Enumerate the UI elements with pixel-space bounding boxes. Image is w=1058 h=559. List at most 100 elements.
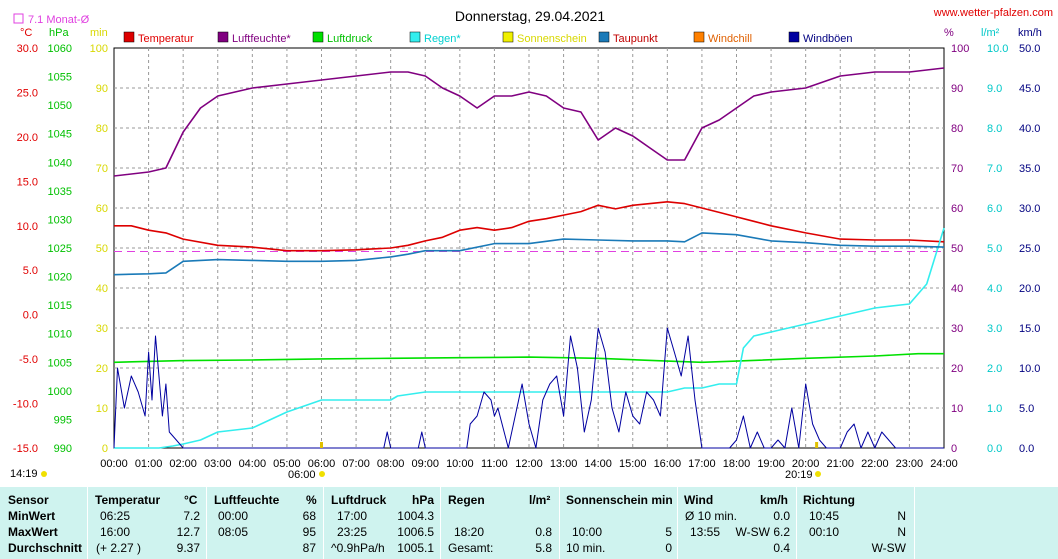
cell: 0.8 [535, 525, 552, 539]
stats-divider [323, 487, 324, 559]
y-tick-label: 45.0 [1019, 83, 1040, 95]
cell: 17:00 [337, 509, 368, 523]
stats-divider [796, 487, 797, 559]
weather-chart: 00:00 01:00 02:00 03:00 04:00 05:00 06:00 07:00… [10, 7, 1053, 481]
row-label: MaxWert [8, 525, 58, 539]
cell: 1005.1 [397, 541, 434, 555]
x-tick-label: 03:00 [204, 458, 232, 470]
y-tick-label: 20 [951, 363, 963, 375]
y-tick-label: 40 [951, 283, 963, 295]
hdr-wind-unit: km/h [760, 493, 789, 507]
cell: (+ 2.27 ) [96, 541, 142, 555]
y-tick-label: -15.0 [13, 443, 38, 455]
legend-swatch-icon [217, 31, 229, 43]
time-left-label: 14:19 [10, 468, 38, 480]
monat-label: 7.1 Monat-Ø [28, 14, 90, 26]
y-tick-label: 1030 [48, 214, 72, 226]
y-tick-label: 30.0 [17, 43, 38, 55]
y-tick-label: 100 [951, 43, 969, 55]
x-tick-label: 13:00 [550, 458, 578, 470]
legend-label: Temperatur [138, 33, 194, 45]
y-tick-label: 1005 [48, 357, 72, 369]
x-tick-label: 00:00 [100, 458, 128, 470]
hdr-temperatur-unit: °C [184, 493, 198, 507]
legend-swatch-icon [598, 31, 610, 43]
y-tick-label: 8.0 [987, 123, 1002, 135]
y-tick-label: 35.0 [1019, 163, 1040, 175]
legend-label: Luftdruck [327, 33, 373, 45]
cell: 10:45 [809, 509, 840, 523]
hdr-luftdruck: Luftdruck [331, 493, 387, 507]
legend-label: Windböen [803, 33, 853, 45]
y-tick-label: 30.0 [1019, 203, 1040, 215]
cell: ^0.9hPa/h [331, 541, 385, 555]
legend-label: Regen* [424, 33, 461, 45]
x-tick-label: 14:00 [584, 458, 612, 470]
y-tick-label: 15.0 [17, 176, 38, 188]
legend: Temperatur Luftfeuchte* Luftdruck Regen* Son… [123, 31, 853, 45]
y-tick-label: 0.0 [987, 443, 1002, 455]
cell: 1006.5 [397, 525, 434, 539]
y-tick-label: 90 [96, 83, 108, 95]
x-tick-label: 08:00 [377, 458, 405, 470]
cell: 00:00 [218, 509, 249, 523]
cell: 7.2 [183, 509, 200, 523]
y-tick-label: 1015 [48, 300, 72, 312]
y-tick-label: 1055 [48, 72, 72, 84]
cell: 5.8 [535, 541, 552, 555]
y-tick-label: 70 [951, 163, 963, 175]
x-tick-label: 10:00 [446, 458, 474, 470]
x-tick-label: 19:00 [757, 458, 785, 470]
y-tick-label: 5.0 [987, 243, 1002, 255]
stats-divider [677, 487, 678, 559]
hdr-luftdruck-unit: hPa [412, 493, 435, 507]
stats-divider [87, 487, 88, 559]
unit-min: min [90, 27, 108, 39]
cell: 9.37 [176, 541, 200, 555]
stats-divider [206, 487, 207, 559]
row-label: MinWert [8, 509, 56, 523]
y-tick-label: 20 [96, 363, 108, 375]
y-tick-label: 1040 [48, 157, 72, 169]
hdr-temperatur: Temperatur [95, 493, 161, 507]
y-tick-label: 50.0 [1019, 43, 1040, 55]
y-tick-label: 10.0 [17, 221, 38, 233]
x-tick-label: 01:00 [135, 458, 163, 470]
y-tick-label: 15.0 [1019, 323, 1040, 335]
x-tick-label: 07:00 [342, 458, 370, 470]
y-tick-label: 0.0 [23, 310, 38, 322]
row-label: Durchschnitt [8, 541, 83, 555]
x-tick-label: 02:00 [169, 458, 197, 470]
y-tick-label: 3.0 [987, 323, 1002, 335]
series-taupunkt-line [113, 232, 945, 276]
legend-swatch-icon [502, 31, 514, 43]
cell: N [897, 525, 906, 539]
y-tick-label: 990 [54, 443, 72, 455]
y-tick-label: 4.0 [987, 283, 1002, 295]
y-tick-label: 70 [96, 163, 108, 175]
unit-pct: % [944, 27, 954, 39]
x-tick-label: 21:00 [826, 458, 854, 470]
cell: 12.7 [176, 525, 200, 539]
hdr-wind: Wind [684, 493, 714, 507]
hdr-richtung: Richtung [803, 493, 855, 507]
y-tick-label: 25.0 [17, 87, 38, 99]
y-tick-label: 6.0 [987, 203, 1002, 215]
legend-label: Sonnenschein [517, 33, 587, 45]
hdr-regen: Regen [448, 493, 485, 507]
legend-swatch-icon [409, 31, 421, 43]
legend-swatch-icon [123, 31, 135, 43]
website-link[interactable]: www.wetter-pfalzen.com [933, 7, 1053, 19]
y-tick-label: 60 [951, 203, 963, 215]
cell: 10 min. [566, 541, 606, 555]
sunrise-sun-icon [319, 471, 325, 477]
unit-hpa: hPa [49, 27, 69, 39]
y-tick-label: 50 [951, 243, 963, 255]
cell: W-SW 6.2 [735, 525, 790, 539]
series-layer [113, 67, 945, 449]
y-tick-label: 10 [96, 403, 108, 415]
cell: 68 [302, 509, 316, 523]
x-tick-label: 15:00 [619, 458, 647, 470]
legend-swatch-icon [693, 31, 705, 43]
x-tick-label: 05:00 [273, 458, 301, 470]
